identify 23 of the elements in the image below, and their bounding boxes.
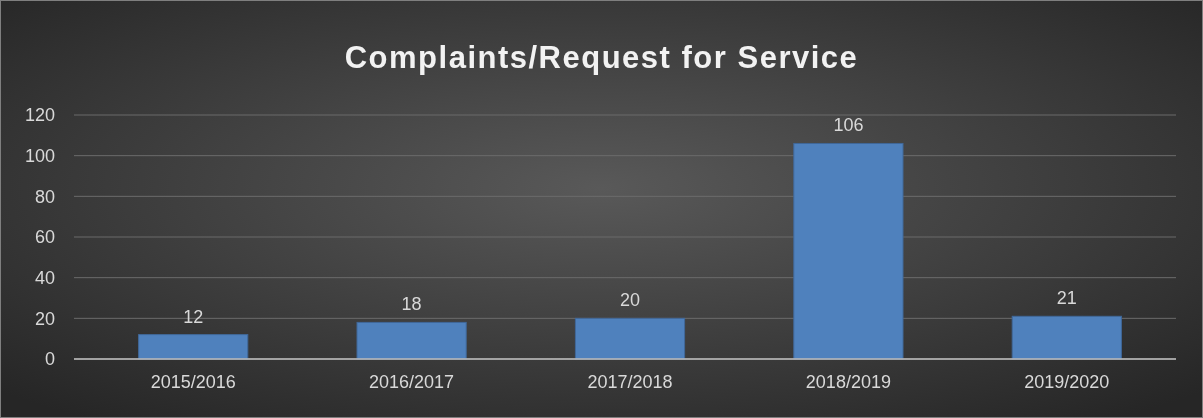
x-tick-label: 2015/2016 bbox=[150, 372, 236, 392]
x-tick-label: 2019/2020 bbox=[1024, 372, 1110, 392]
data-label: 18 bbox=[401, 294, 422, 315]
bar bbox=[356, 321, 467, 360]
y-tick-label: 60 bbox=[34, 227, 55, 248]
x-tick-label: 2017/2018 bbox=[587, 372, 673, 392]
x-tick-label: 2016/2017 bbox=[369, 372, 455, 392]
data-label: 106 bbox=[833, 115, 864, 136]
bar bbox=[574, 317, 686, 360]
chart-title: Complaints/Request for Service bbox=[344, 40, 859, 75]
data-label: 21 bbox=[1056, 288, 1077, 309]
y-tick-label: 120 bbox=[24, 105, 55, 126]
bar bbox=[138, 334, 249, 360]
y-tick-label: 100 bbox=[24, 145, 55, 166]
y-tick-label: 20 bbox=[34, 308, 55, 329]
bar bbox=[793, 142, 904, 360]
bar bbox=[1011, 315, 1122, 360]
data-label: 12 bbox=[183, 306, 204, 327]
x-tick-label: 2018/2019 bbox=[805, 372, 891, 392]
y-tick-label: 80 bbox=[34, 186, 55, 207]
y-tick-label: 40 bbox=[34, 267, 55, 288]
data-label: 20 bbox=[619, 290, 641, 311]
y-tick-label: 0 bbox=[44, 349, 55, 370]
